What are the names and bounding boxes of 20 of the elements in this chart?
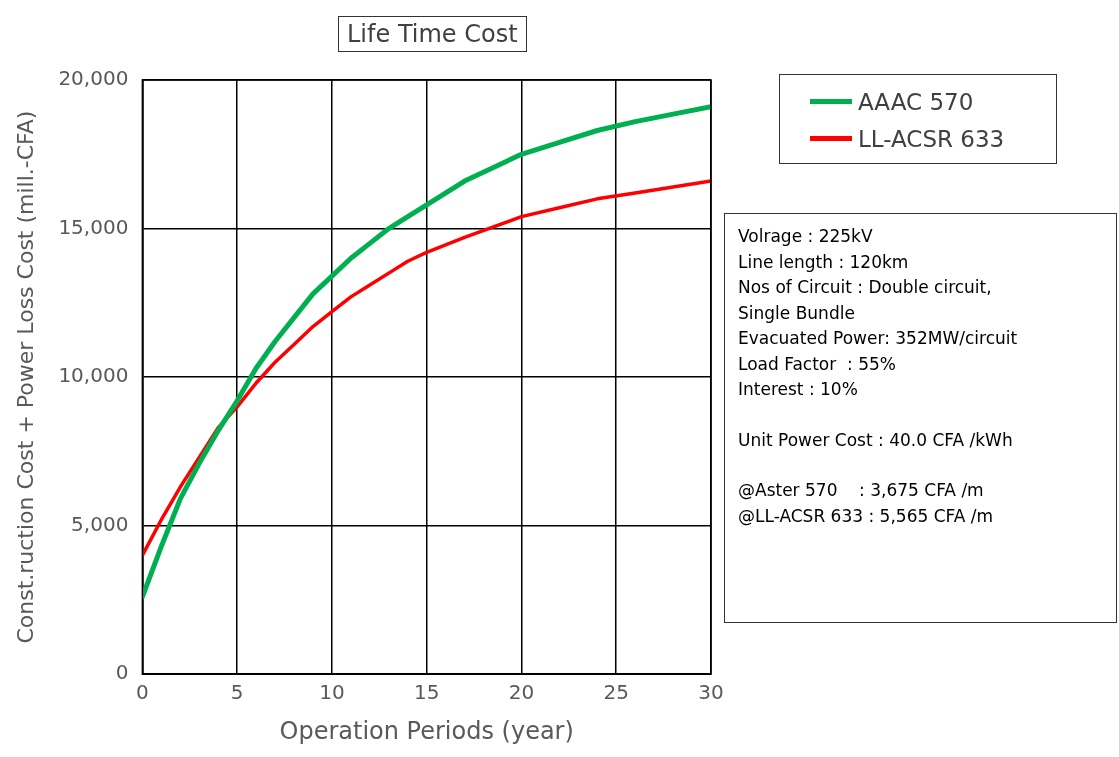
x-axis-title: Operation Periods (year) xyxy=(279,716,574,745)
y-tick-label: 10,000 xyxy=(58,363,129,388)
x-tick-label: 10 xyxy=(319,680,345,705)
y-tick-label: 20,000 xyxy=(58,66,129,91)
y-tick-label: 0 xyxy=(115,660,129,685)
x-tick-label: 25 xyxy=(603,680,629,705)
chart-title: Life Time Cost xyxy=(338,16,527,52)
legend-label: AAAC 570 xyxy=(858,88,974,115)
text: @Aster 570 : 3,675 CFA /m @LL-ACSR 633 : 5,565 CFA /m xyxy=(738,479,995,528)
x-tick-label: 0 xyxy=(136,680,149,705)
x-tick-label: 30 xyxy=(698,680,724,705)
x-tick-label: 5 xyxy=(230,680,244,705)
y-tick-label: 15,000 xyxy=(58,214,129,239)
text: Volrage : 225kV Line length : 120km Nos of Circuit : Double circuit, Single Bundle Evacuated Power: 352MW/circuit Load Factor : 55% Interest : 10% xyxy=(738,225,1019,401)
y-tick-label: 5,000 xyxy=(71,511,129,536)
legend-label: LL-ACSR 633 xyxy=(858,125,1005,152)
x-tick-label: 20 xyxy=(508,680,535,705)
text: Unit Power Cost : 40.0 CFA /kWh xyxy=(738,428,1014,452)
x-tick-label: 15 xyxy=(413,680,440,705)
y-axis-title: Const.ruction Cost + Power Loss Cost (mill.-CFA) xyxy=(12,110,38,644)
